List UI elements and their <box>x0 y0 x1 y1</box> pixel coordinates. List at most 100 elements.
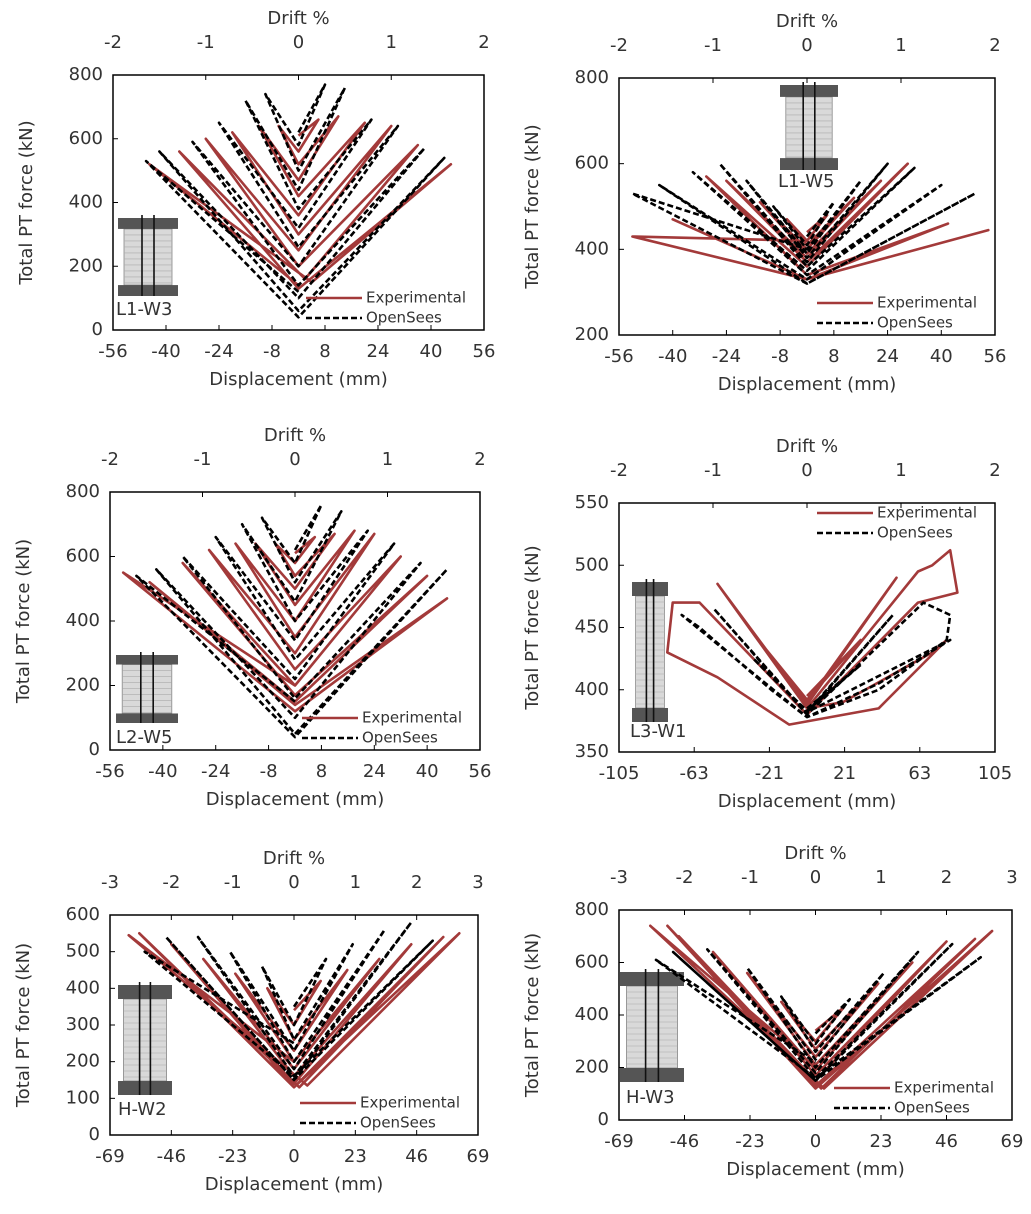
legend-label: OpenSees <box>366 309 442 327</box>
x-tick-label: -24 <box>712 346 741 367</box>
x2-axis-title: Drift % <box>784 843 846 864</box>
y-tick-label: 800 <box>575 899 609 920</box>
x-tick-label: -40 <box>151 341 180 362</box>
specimen-base <box>780 158 838 170</box>
x-tick-label: -63 <box>679 763 708 784</box>
x-axis-title: Displacement (mm) <box>205 1174 384 1195</box>
specimen-wall <box>635 595 665 709</box>
legend-label: Experimental <box>360 1094 460 1112</box>
x-tick-label: -23 <box>735 1131 764 1152</box>
y-tick-label: 450 <box>575 617 609 638</box>
legend-label: Experimental <box>877 504 977 522</box>
x2-tick-label: 1 <box>875 867 886 888</box>
x-tick-label: 24 <box>363 761 386 782</box>
specimen-base <box>118 1081 172 1095</box>
x-tick-label: -24 <box>201 761 230 782</box>
y-axis-title: Total PT force (kN) <box>522 124 543 289</box>
specimen-top-beam <box>116 655 178 665</box>
x2-tick-label: -2 <box>610 460 628 481</box>
legend-label: OpenSees <box>877 314 953 332</box>
x-tick-label: 63 <box>908 763 931 784</box>
x2-tick-label: -2 <box>101 449 119 470</box>
x-tick-label: 40 <box>420 341 443 362</box>
x2-tick-label: 3 <box>1006 867 1017 888</box>
panel-label: L1-W5 <box>778 171 835 192</box>
panel-label: L2-W5 <box>116 727 173 748</box>
y-tick-label: 800 <box>575 67 609 88</box>
y-tick-label: 300 <box>66 1014 100 1035</box>
x-axis-title: Displacement (mm) <box>718 374 897 395</box>
legend-label: Experimental <box>366 289 466 307</box>
y-tick-label: 400 <box>575 679 609 700</box>
x2-tick-label: 3 <box>472 872 483 893</box>
specimen-top-beam <box>118 985 172 999</box>
x2-tick-label: 0 <box>288 872 299 893</box>
x-tick-label: 56 <box>984 346 1007 367</box>
series-line <box>666 549 959 726</box>
y-tick-label: 800 <box>66 481 100 502</box>
y-tick-label: 800 <box>69 64 103 85</box>
x-tick-label: 40 <box>930 346 953 367</box>
x2-tick-label: 0 <box>801 460 812 481</box>
x-axis-title: Displacement (mm) <box>726 1159 905 1180</box>
x2-axis-title: Drift % <box>776 11 838 32</box>
x-tick-label: -8 <box>771 346 789 367</box>
x-tick-label: -8 <box>263 341 281 362</box>
x-tick-label: -56 <box>604 346 633 367</box>
x2-tick-label: 0 <box>810 867 821 888</box>
legend-label: Experimental <box>362 709 462 727</box>
x2-tick-label: 2 <box>989 35 1000 56</box>
x2-axis-title: Drift % <box>263 848 325 869</box>
y-tick-label: 100 <box>66 1087 100 1108</box>
x2-tick-label: -1 <box>704 35 722 56</box>
x2-tick-label: 0 <box>289 449 300 470</box>
x-tick-label: 8 <box>828 346 839 367</box>
x-tick-label: -24 <box>204 341 233 362</box>
y-tick-label: 600 <box>66 904 100 925</box>
legend-label: Experimental <box>894 1079 994 1097</box>
y-tick-label: 600 <box>575 153 609 174</box>
x-tick-label: 0 <box>810 1131 821 1152</box>
x2-tick-label: 2 <box>474 449 485 470</box>
x2-tick-label: 1 <box>350 872 361 893</box>
x2-tick-label: -3 <box>101 872 119 893</box>
y-tick-label: 400 <box>66 977 100 998</box>
x-tick-label: -56 <box>95 761 124 782</box>
x-tick-label: 0 <box>288 1146 299 1167</box>
x2-tick-label: 2 <box>478 32 489 53</box>
x2-tick-label: 1 <box>382 449 393 470</box>
x2-axis-title: Drift % <box>776 436 838 457</box>
x2-tick-label: -2 <box>676 867 694 888</box>
specimen-wall <box>121 664 173 714</box>
specimen-base <box>632 708 668 722</box>
specimen-wall <box>785 96 833 159</box>
y-tick-label: 600 <box>69 128 103 149</box>
x2-tick-label: -2 <box>162 872 180 893</box>
y-tick-label: 0 <box>92 319 103 340</box>
series-line <box>654 942 982 1082</box>
y-tick-label: 0 <box>89 739 100 760</box>
y-axis-title: Total PT force (kN) <box>13 943 34 1108</box>
x-tick-label: 46 <box>935 1131 958 1152</box>
specimen-top-beam <box>118 218 178 229</box>
legend-label: Experimental <box>877 294 977 312</box>
y-tick-label: 200 <box>575 324 609 345</box>
x-axis-title: Displacement (mm) <box>206 789 385 810</box>
panel-label: L3-W1 <box>630 721 687 742</box>
y-tick-label: 600 <box>66 546 100 567</box>
x-tick-label: 56 <box>469 761 492 782</box>
x-tick-label: -105 <box>599 763 640 784</box>
y-tick-label: 0 <box>598 1109 609 1130</box>
panel-label: L1-W3 <box>116 299 173 320</box>
series-line <box>143 921 434 1082</box>
x-tick-label: -21 <box>755 763 784 784</box>
x-tick-label: -46 <box>157 1146 186 1167</box>
y-axis-title: Total PT force (kN) <box>522 545 543 710</box>
y-tick-label: 350 <box>575 741 609 762</box>
x-tick-label: 24 <box>367 341 390 362</box>
x2-tick-label: -1 <box>704 460 722 481</box>
series-line <box>148 115 453 290</box>
y-axis-title: Total PT force (kN) <box>13 539 34 704</box>
y-tick-label: 550 <box>575 492 609 513</box>
